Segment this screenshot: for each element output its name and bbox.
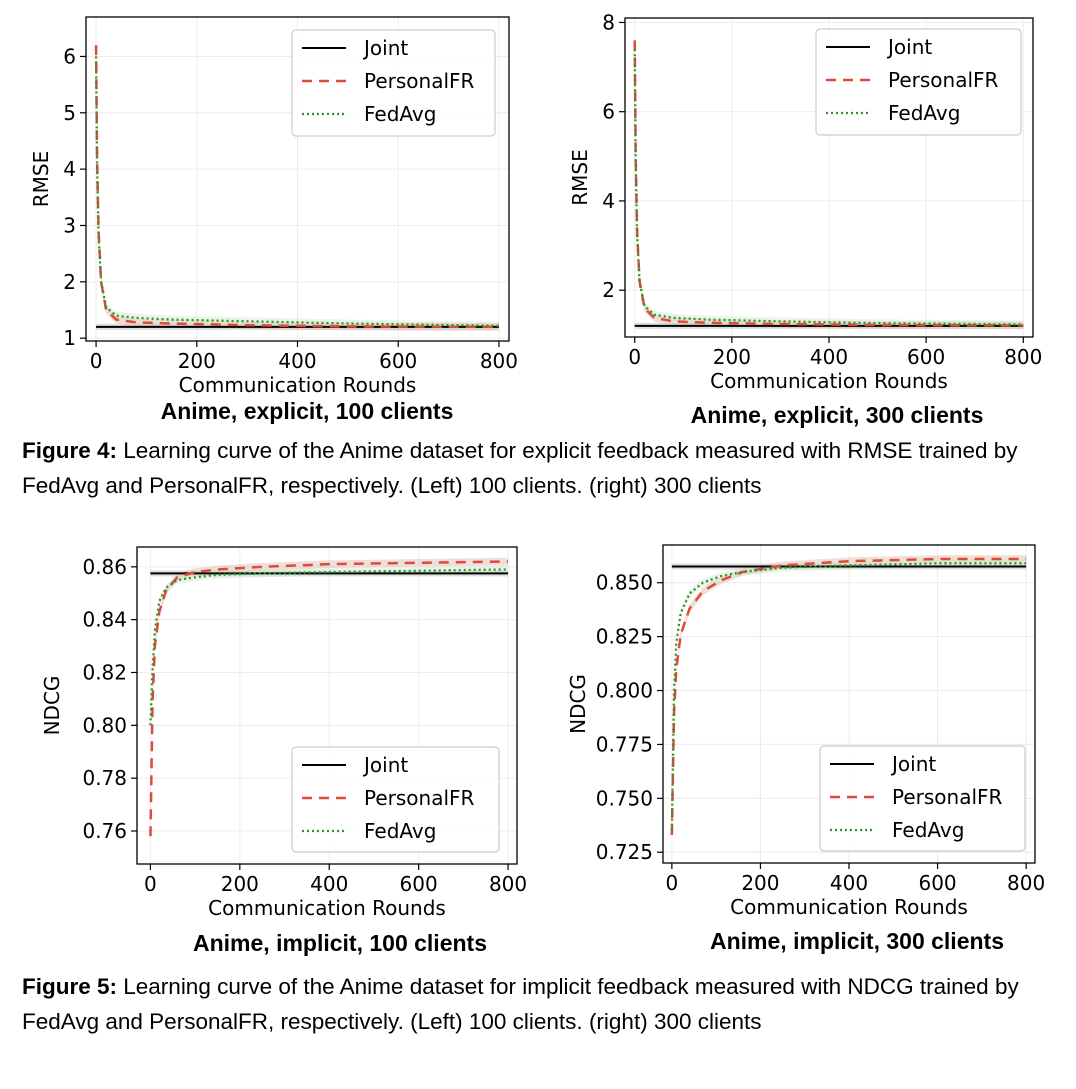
figure-5-text: Learning curve of the Anime dataset for … [22,974,1019,1034]
legend-box [291,29,496,137]
series-band [150,565,509,730]
legend-label-fedavg: FedAvg [888,101,960,125]
series-line-fedavg [94,56,499,327]
y-tick-label: 0.80 [82,713,127,737]
x-tick-label: 600 [379,349,417,373]
x-tick-label: 0 [144,872,157,896]
y-tick-label: 1 [63,326,76,350]
legend-label-joint: Joint [886,35,932,59]
y-tick-label: 4 [602,189,615,213]
x-tick-label: 800 [1007,871,1045,895]
series-line-fedavg [633,49,1024,326]
subcaption-ndcg-100: Anime, implicit, 100 clients [193,930,487,956]
y-tick-label: 2 [63,270,76,294]
series-line-personalfr [149,560,509,837]
legend-label-personalfr: PersonalFR [364,69,475,93]
y-axis-label: NDCG [40,676,64,736]
legend-label-personalfr: PersonalFR [892,785,1003,809]
y-axis-label: RMSE [29,151,53,207]
y-tick-label: 6 [602,100,615,124]
x-tick-label: 200 [713,345,751,369]
y-tick-label: 0.725 [596,840,653,864]
x-tick-label: 200 [221,872,259,896]
y-axis-label: NDCG [566,674,590,734]
x-axis-label: Communication Rounds [179,373,417,397]
figure-5-label: Figure 5: [22,974,118,999]
y-tick-label: 2 [602,278,615,302]
figure-5-caption: Figure 5: Learning curve of the Anime da… [22,969,1062,1039]
x-tick-label: 0 [628,345,641,369]
y-tick-label: 3 [63,213,76,237]
legend-box [815,28,1022,136]
y-tick-label: 8 [602,10,615,34]
series-line-personalfr [670,557,1027,835]
x-tick-label: 400 [278,349,316,373]
plot-frame [136,546,518,865]
x-tick-label: 200 [178,349,216,373]
series-line-fedavg [149,568,509,726]
x-axis-label: Communication Rounds [730,895,968,919]
y-tick-label: 0.84 [82,608,127,632]
legend-label-personalfr: PersonalFR [364,786,475,810]
x-tick-label: 600 [907,345,945,369]
subcaption-rmse-100: Anime, explicit, 100 clients [160,398,454,424]
x-tick-label: 200 [741,871,779,895]
y-tick-label: 5 [63,101,76,125]
x-axis-label: Communication Rounds [208,896,446,920]
figure-4-label: Figure 4: [22,438,118,463]
x-tick-label: 0 [90,349,103,373]
subcaption-ndcg-300: Anime, implicit, 300 clients [710,928,1004,954]
x-tick-label: 800 [1004,345,1042,369]
legend-label-fedavg: FedAvg [892,818,964,842]
legend-box [291,746,500,853]
legend-box [819,745,1026,852]
subcaption-rmse-300: Anime, explicit, 300 clients [690,402,984,428]
y-tick-label: 0.82 [82,660,127,684]
legend-label-fedavg: FedAvg [364,102,436,126]
y-tick-label: 0.78 [82,766,127,790]
y-tick-label: 0.825 [596,625,653,649]
legend-label-joint: Joint [362,753,408,777]
y-axis-label: RMSE [568,149,592,205]
chart-rmse-100-clients: 0 200 400 600 800 1 2 3 4 5 6 Communication Rounds R… [29,16,518,397]
x-tick-label: 600 [400,872,438,896]
x-tick-label: 400 [310,872,348,896]
y-tick-label: 0.800 [596,679,653,703]
x-tick-label: 600 [918,871,956,895]
series-line-fedavg [670,562,1027,831]
y-tick-label: 0.750 [596,786,653,810]
legend-label-joint: Joint [890,752,936,776]
legend-label-personalfr: PersonalFR [888,68,999,92]
x-tick-label: 400 [810,345,848,369]
y-tick-label: 4 [63,157,76,181]
x-tick-label: 800 [489,872,527,896]
figure-4-text: Learning curve of the Anime dataset for … [22,438,1018,498]
legend-label-joint: Joint [362,36,408,60]
x-axis-label: Communication Rounds [710,369,948,393]
y-tick-label: 0.775 [596,732,653,756]
chart-ndcg-300-clients: 0 200 400 600 800 0.725 0.750 0.775 0.800 0.825 0.… [566,544,1045,919]
y-tick-label: 0.850 [596,571,653,595]
x-tick-label: 400 [830,871,868,895]
x-tick-label: 0 [665,871,678,895]
chart-rmse-300-clients: 0 200 400 600 800 2 4 6 8 Communication Rounds RMS… [568,10,1042,393]
chart-ndcg-100-clients: 0 200 400 600 800 0.76 0.78 0.80 0.82 0.84 0.86 Com… [40,546,527,920]
y-tick-label: 6 [63,44,76,68]
legend-label-fedavg: FedAvg [364,819,436,843]
y-tick-label: 0.76 [82,819,127,843]
x-tick-label: 800 [480,349,518,373]
figure-4-caption: Figure 4: Learning curve of the Anime da… [22,433,1062,503]
y-tick-label: 0.86 [82,555,127,579]
